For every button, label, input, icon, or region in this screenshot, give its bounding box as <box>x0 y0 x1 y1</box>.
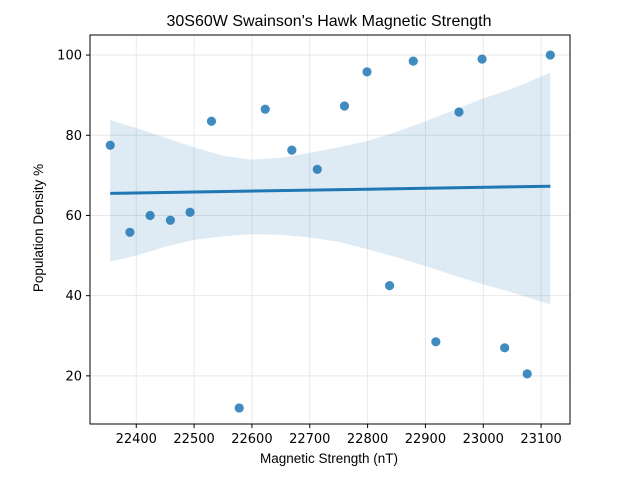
x-axis-label: Magnetic Strength (nT) <box>260 451 398 466</box>
y-tick-label: 20 <box>65 369 82 384</box>
data-point <box>312 164 322 174</box>
data-point <box>145 210 155 221</box>
chart-title: 30S60W Swainson's Hawk Magnetic Strength <box>167 13 492 30</box>
data-point <box>260 104 270 114</box>
y-axis-ticks: 20 40 60 80 100 <box>57 49 90 384</box>
data-point <box>185 207 195 217</box>
plot-frame <box>89 34 571 425</box>
x-tick-label: 23100 <box>520 432 561 447</box>
y-axis-label: Population Density % <box>31 164 46 292</box>
data-point <box>454 107 464 117</box>
x-tick-label: 22400 <box>116 432 157 447</box>
data-point <box>431 337 441 347</box>
x-axis-ticks: 22400 22500 22600 22700 22800 22900 23000 23100 <box>116 424 562 447</box>
y-tick-label: 40 <box>65 289 82 304</box>
data-point <box>287 145 297 155</box>
x-tick-label: 22500 <box>173 432 214 447</box>
data-point <box>105 140 115 150</box>
data-point <box>339 101 350 111</box>
y-tick-label: 100 <box>57 49 82 64</box>
x-tick-label: 22900 <box>405 432 446 447</box>
x-tick-label: 23000 <box>463 432 504 447</box>
y-tick-label: 80 <box>65 129 82 144</box>
data-point <box>125 227 135 237</box>
data-point <box>500 343 510 353</box>
x-tick-label: 22600 <box>231 432 272 447</box>
grid-lines <box>90 35 570 424</box>
data-point <box>408 56 418 66</box>
data-point <box>477 54 487 64</box>
data-point <box>362 67 372 77</box>
data-point <box>206 116 217 126</box>
data-point <box>234 403 244 413</box>
x-tick-label: 22800 <box>347 432 388 447</box>
data-point <box>545 50 555 60</box>
y-tick-label: 60 <box>65 209 82 224</box>
data-point <box>165 215 175 225</box>
x-tick-label: 22700 <box>289 432 330 447</box>
data-point <box>522 369 532 379</box>
data-points <box>105 50 555 413</box>
regression-line-segment <box>110 184 551 195</box>
data-point <box>384 281 395 291</box>
regression-line <box>110 184 551 195</box>
